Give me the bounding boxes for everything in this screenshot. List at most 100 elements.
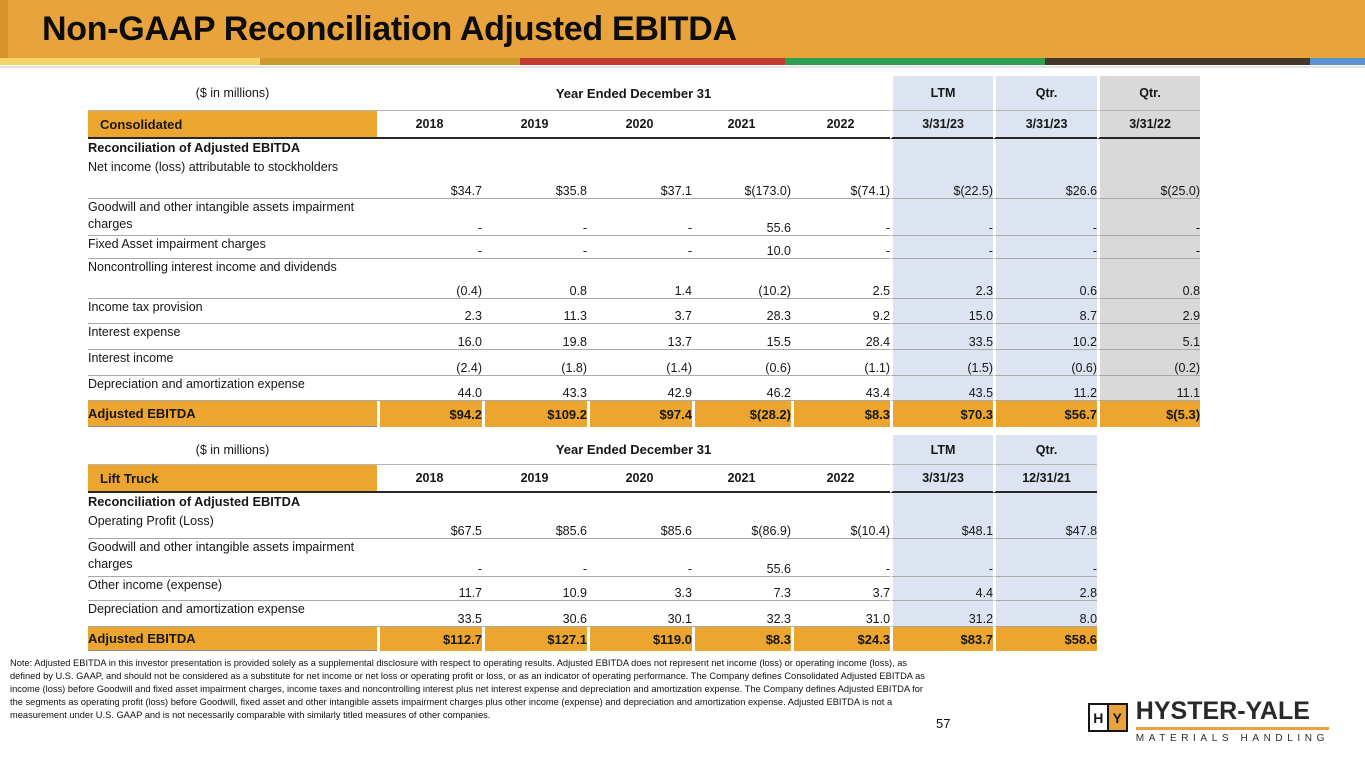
section-header: Consolidated <box>88 110 377 139</box>
row-label: Other income (expense) <box>88 577 377 601</box>
cell-value: $26.6 <box>993 159 1098 199</box>
cell-value: $127.1 <box>482 627 587 651</box>
cell-value <box>692 493 791 513</box>
cell-value: - <box>587 539 692 577</box>
row-label: Adjusted EBITDA <box>88 401 377 427</box>
row-label: Operating Profit (Loss) <box>88 513 377 539</box>
cell-value: - <box>993 199 1098 236</box>
row-label: Interest expense <box>88 324 377 350</box>
cell-value: 2.3 <box>377 299 482 324</box>
logo-brand-name: HYSTER-YALE <box>1135 699 1329 730</box>
cell-value: $35.8 <box>482 159 587 199</box>
cell-value <box>587 139 692 159</box>
cell-value: 15.0 <box>890 299 994 324</box>
cell-value: 43.5 <box>890 376 994 401</box>
row-label: Adjusted EBITDA <box>88 627 377 651</box>
accent-stripe <box>0 58 1365 65</box>
cell-value: (0.2) <box>1097 350 1201 376</box>
year-header: 2021 <box>692 464 791 493</box>
cell-value: 33.5 <box>890 324 994 350</box>
cell-value: - <box>993 236 1098 259</box>
cell-value: $(173.0) <box>692 159 791 199</box>
cell-value: - <box>587 199 692 236</box>
cell-value: 3.3 <box>587 577 692 601</box>
cell-value: 55.6 <box>692 539 791 577</box>
cell-value: - <box>791 539 891 577</box>
cell-value: 30.6 <box>482 601 587 627</box>
cell-value: 44.0 <box>377 376 482 401</box>
units-label: ($ in millions) <box>195 86 270 100</box>
year-header: 2018 <box>377 464 482 493</box>
cell-value: 30.1 <box>587 601 692 627</box>
cell-value: 11.1 <box>1097 376 1201 401</box>
cell-value: 7.3 <box>692 577 791 601</box>
cell-value: 43.4 <box>791 376 891 401</box>
row-label: Goodwill and other intangible assets imp… <box>88 539 377 577</box>
cell-value: $37.1 <box>587 159 692 199</box>
cell-value <box>692 139 791 159</box>
section-header: Lift Truck <box>88 464 377 493</box>
cell-value <box>587 493 692 513</box>
cell-value: 13.7 <box>587 324 692 350</box>
cell-value: 43.3 <box>482 376 587 401</box>
cell-value: - <box>993 539 1098 577</box>
cell-value: 46.2 <box>692 376 791 401</box>
stripe-segment <box>1310 58 1365 65</box>
cell-value <box>482 139 587 159</box>
cell-value: 16.0 <box>377 324 482 350</box>
period-col-header: Qtr. <box>993 435 1098 464</box>
cell-value: - <box>587 236 692 259</box>
year-header: 2019 <box>482 110 587 139</box>
row-label: Net income (loss) attributable to stockh… <box>88 159 377 199</box>
row-label: Depreciation and amortization expense <box>88 601 377 627</box>
stripe-segment <box>0 58 260 65</box>
row-label: Reconciliation of Adjusted EBITDA <box>88 494 301 509</box>
footnote: Note: Adjusted EBITDA in this investor p… <box>10 658 925 721</box>
cell-value: 3.7 <box>791 577 891 601</box>
cell-value: - <box>482 539 587 577</box>
cell-value: 32.3 <box>692 601 791 627</box>
cell-value: 2.8 <box>993 577 1098 601</box>
date-header: 3/31/23 <box>993 110 1098 139</box>
cell-value: - <box>482 199 587 236</box>
hyster-yale-logo: H Y HYSTER-YALE MATERIALS HANDLING <box>1087 699 1329 744</box>
cell-value: $34.7 <box>377 159 482 199</box>
cell-value: $56.7 <box>993 401 1098 427</box>
date-header: 3/31/22 <box>1097 110 1201 139</box>
cell-value: 33.5 <box>377 601 482 627</box>
cell-value: 3.7 <box>587 299 692 324</box>
cell-value: 0.6 <box>993 259 1098 299</box>
cell-value: - <box>1097 236 1201 259</box>
cell-value: 28.3 <box>692 299 791 324</box>
cell-value: $67.5 <box>377 513 482 539</box>
cell-value: $(74.1) <box>791 159 891 199</box>
row-label: Noncontrolling interest income and divid… <box>88 259 377 299</box>
cell-value <box>993 139 1098 159</box>
period-header: Year Ended December 31 <box>555 85 712 101</box>
cell-value: $97.4 <box>587 401 692 427</box>
cell-value: - <box>377 539 482 577</box>
period-header: Year Ended December 31 <box>555 442 712 457</box>
cell-value: $(28.2) <box>692 401 791 427</box>
units-label: ($ in millions) <box>195 442 270 457</box>
cell-value: 2.3 <box>890 259 994 299</box>
cell-value <box>1097 139 1201 159</box>
cell-value: 5.1 <box>1097 324 1201 350</box>
row-label: Fixed Asset impairment charges <box>88 236 377 259</box>
logo-text: HYSTER-YALE MATERIALS HANDLING <box>1135 699 1329 744</box>
stripe-segment <box>260 58 520 65</box>
cell-value: 4.4 <box>890 577 994 601</box>
cell-value: $(25.0) <box>1097 159 1201 199</box>
page-title: Non-GAAP Reconciliation Adjusted EBITDA <box>42 10 737 48</box>
consolidated-table: ($ in millions) Year Ended December 31 LTM… <box>88 76 1201 427</box>
year-header: 2021 <box>692 110 791 139</box>
year-header: 2022 <box>791 464 891 493</box>
cell-value: $24.3 <box>791 627 891 651</box>
cell-value: 2.9 <box>1097 299 1201 324</box>
cell-value: (0.6) <box>993 350 1098 376</box>
cell-value: 0.8 <box>1097 259 1201 299</box>
cell-value: 8.7 <box>993 299 1098 324</box>
cell-value: (1.8) <box>482 350 587 376</box>
cell-value <box>890 139 994 159</box>
